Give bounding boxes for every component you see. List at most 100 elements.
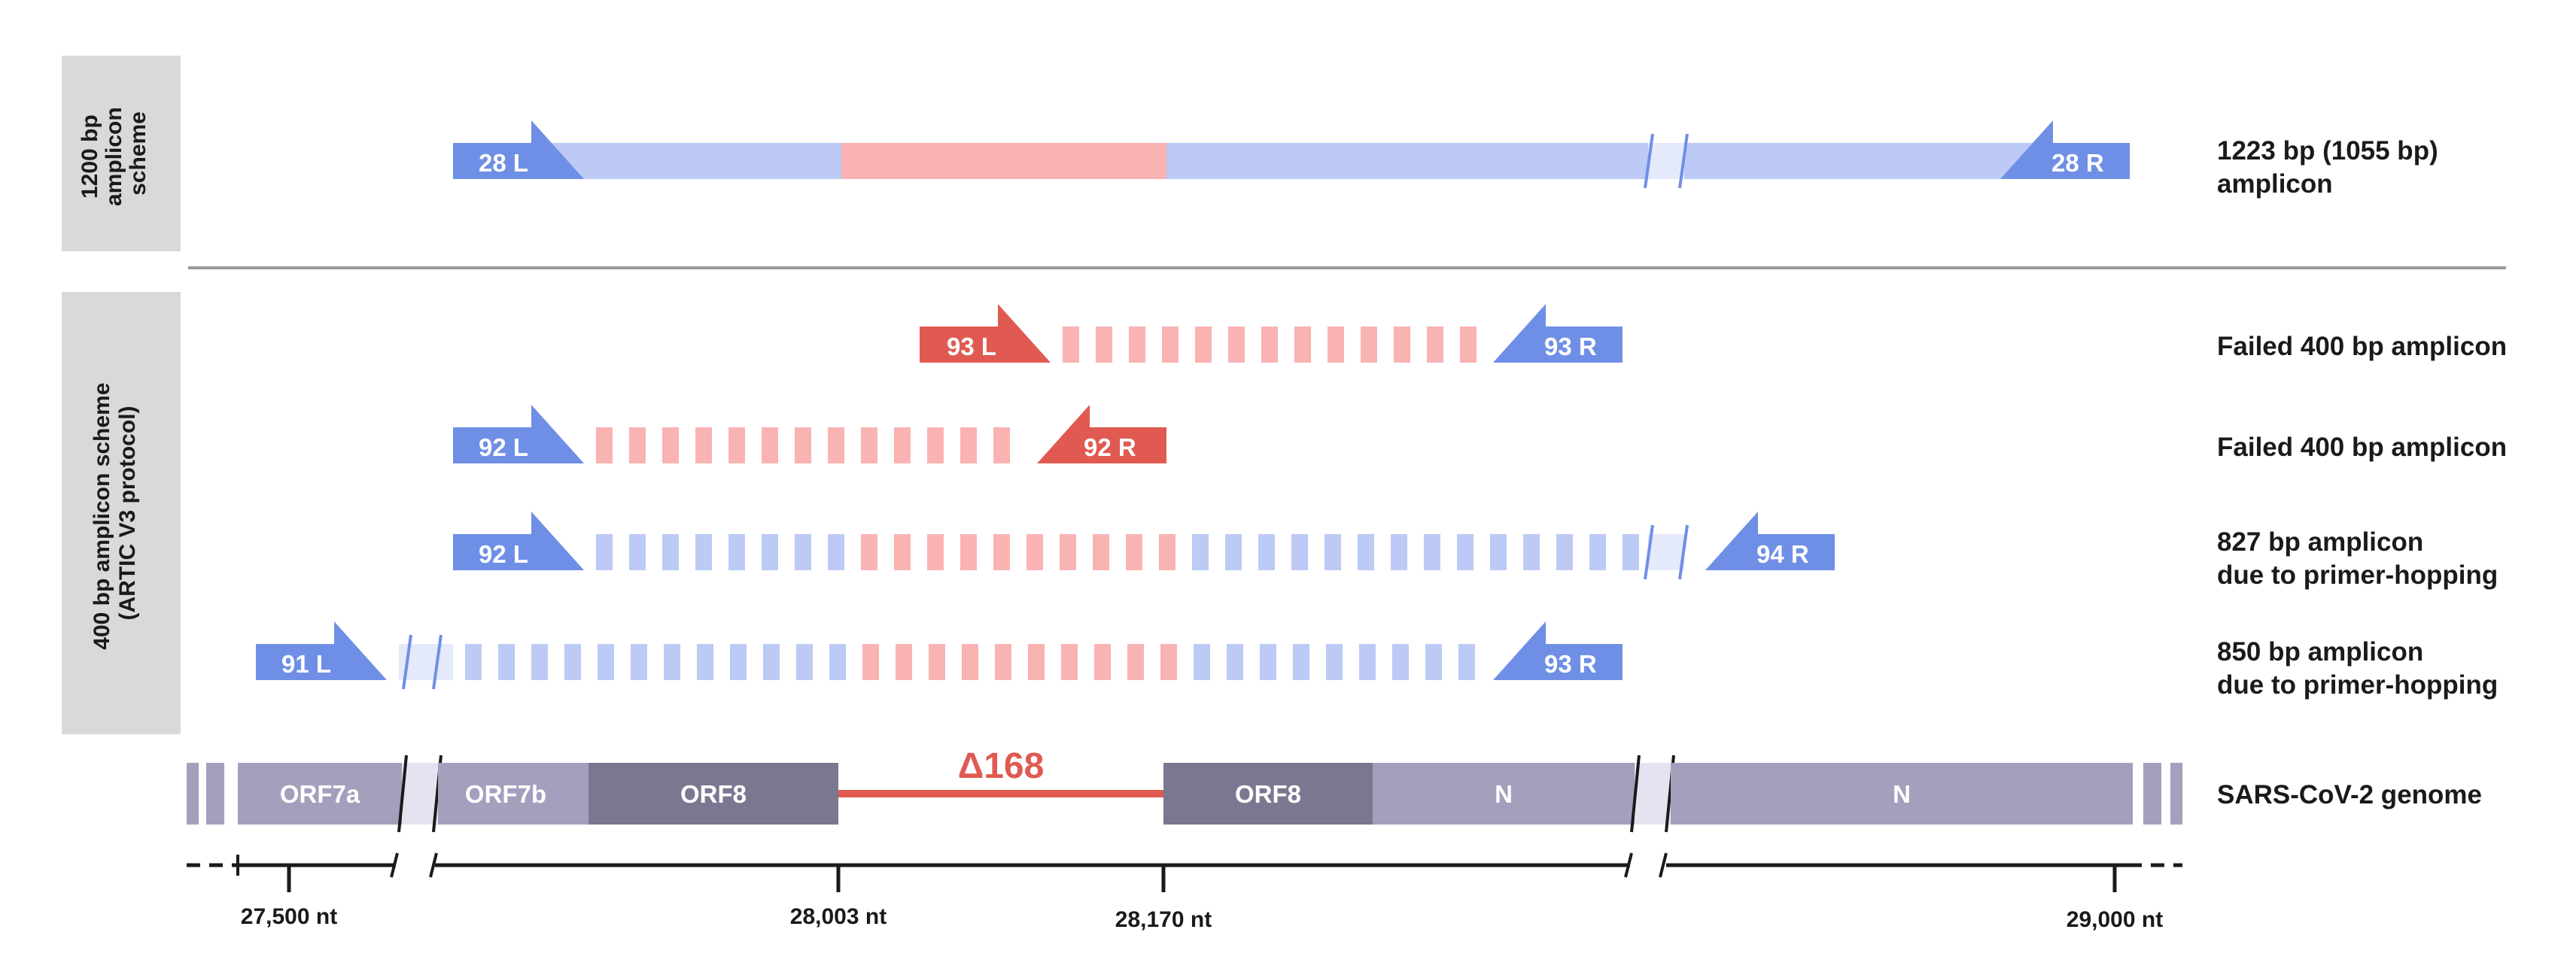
primer-label: 93 R <box>1544 333 1597 360</box>
amplicon-row-2: 92 L 92 R Failed 400 bp amplicon <box>453 405 2507 463</box>
primer-label: 93 L <box>947 333 996 360</box>
genome-segment-orf8 <box>588 763 838 825</box>
amplicon-body-deleted-region <box>841 143 1166 179</box>
primer-right <box>2000 120 2130 179</box>
break-mark <box>1644 524 1654 580</box>
genome-track: ORF7a ORF7b ORF8 Δ168 ORF8 N N SARS-CoV-… <box>187 746 2482 833</box>
break-mark <box>402 634 412 690</box>
amplicon-dash <box>728 534 745 570</box>
genome-segment-label: ORF8 <box>1235 780 1301 808</box>
amplicon-dash <box>1093 534 1109 570</box>
genome-segment-label: ORF7b <box>465 780 546 808</box>
genome-segment-orf7b <box>438 763 588 825</box>
amplicon-dash <box>828 534 844 570</box>
primer-right <box>1705 512 1835 570</box>
genome-segment-label: N <box>1893 780 1911 808</box>
amplicon-dash <box>498 644 515 680</box>
amplicon-dash <box>1061 644 1078 680</box>
amplicon-label: 1223 bp (1055 bp) <box>2217 136 2438 166</box>
amplicon-dash <box>662 534 679 570</box>
break-mark <box>1659 852 1668 878</box>
amplicon-dash <box>1427 327 1443 363</box>
amplicon-dash <box>896 644 912 680</box>
amplicon-dash <box>695 427 712 463</box>
amplicon-dash <box>1328 327 1344 363</box>
amplicon-label: amplicon <box>2217 169 2333 199</box>
primer-label: 92 R <box>1084 433 1136 461</box>
amplicon-dash <box>1589 534 1606 570</box>
primer-left <box>256 621 387 680</box>
amplicon-dash <box>927 427 944 463</box>
amplicon-dash <box>861 534 877 570</box>
primer-label: 28 L <box>479 149 528 177</box>
genome-break-gap <box>1635 763 1671 825</box>
genome-edge-stripe <box>2170 763 2182 825</box>
amplicon-dash <box>697 644 713 680</box>
amplicon-dash <box>730 644 747 680</box>
amplicon-row-1: 93 L 93 R Failed 400 bp amplicon <box>920 304 2507 363</box>
genome-edge-stripe <box>206 763 224 825</box>
amplicon-dash <box>531 644 548 680</box>
amplicon-dash <box>598 644 614 680</box>
genome-segment-orf8 <box>1163 763 1373 825</box>
primer-left <box>453 405 584 463</box>
primer-right <box>1037 405 1166 463</box>
amplicon-dash <box>795 427 811 463</box>
amplicon-dash <box>862 644 879 680</box>
amplicon-dash <box>1096 327 1112 363</box>
amplicon-dash <box>465 644 482 680</box>
break-mark <box>429 852 438 878</box>
amplicon-dash <box>1026 534 1043 570</box>
amplicon-dash <box>1160 644 1177 680</box>
amplicon-dash <box>861 427 877 463</box>
break-mark <box>390 852 399 878</box>
amplicon-label: 850 bp amplicon <box>2217 637 2423 667</box>
amplicon-dash <box>1126 534 1142 570</box>
amplicon-dash <box>1293 644 1309 680</box>
amplicon-dash <box>1194 644 1210 680</box>
amplicon-dash <box>993 534 1010 570</box>
amplicon-label: 827 bp amplicon <box>2217 527 2423 557</box>
amplicon-dash <box>960 534 977 570</box>
amplicon-dash <box>829 644 846 680</box>
amplicon-dash <box>1225 534 1242 570</box>
amplicon-dash <box>894 427 911 463</box>
genome-segment-n <box>1671 763 2133 825</box>
break-mark <box>1624 852 1633 878</box>
amplicon-dash <box>1358 534 1374 570</box>
primer-label: 91 L <box>281 650 331 678</box>
amplicon-dash <box>962 644 978 680</box>
break-mark <box>1644 133 1654 189</box>
axis-tick-label: 27,500 nt <box>241 904 337 929</box>
break-mark <box>432 634 443 690</box>
amplicon-dash <box>1457 534 1474 570</box>
amplicon-row-4: 91 L 93 R 850 bp amplicon due to primer-… <box>256 621 2498 700</box>
amplicon-dash <box>1460 327 1477 363</box>
primer-right <box>1493 621 1623 680</box>
amplicon-dash <box>960 427 977 463</box>
amplicon-dash <box>894 534 911 570</box>
break-mark <box>1678 133 1689 189</box>
break-mark <box>1630 755 1641 833</box>
amplicon-dash <box>1359 644 1376 680</box>
amplicon-row-3: 92 L 94 R 827 bp amplicon due to primer-… <box>453 512 2498 590</box>
axis-tick-label: 28,003 nt <box>790 904 887 929</box>
amplicon-dash <box>795 534 811 570</box>
amplicon-dash <box>1623 534 1639 570</box>
amplicon-dash <box>1159 534 1175 570</box>
amplicon-dash <box>763 644 780 680</box>
amplicon-label: due to primer-hopping <box>2217 560 2498 590</box>
amplicon-dash <box>1028 644 1045 680</box>
amplicon-dash <box>1458 644 1475 680</box>
primer-label: 93 R <box>1544 650 1597 678</box>
amplicon-dash <box>1291 534 1308 570</box>
amplicon-dash <box>1294 327 1311 363</box>
amplicon-dash <box>631 644 647 680</box>
genome-segment-label: ORF7a <box>280 780 360 808</box>
amplicon-dash <box>1192 534 1209 570</box>
amplicon-dash <box>929 644 945 680</box>
amplicon-dash <box>1324 534 1341 570</box>
genome-segment-n <box>1373 763 1635 825</box>
amplicon-dash <box>662 427 679 463</box>
